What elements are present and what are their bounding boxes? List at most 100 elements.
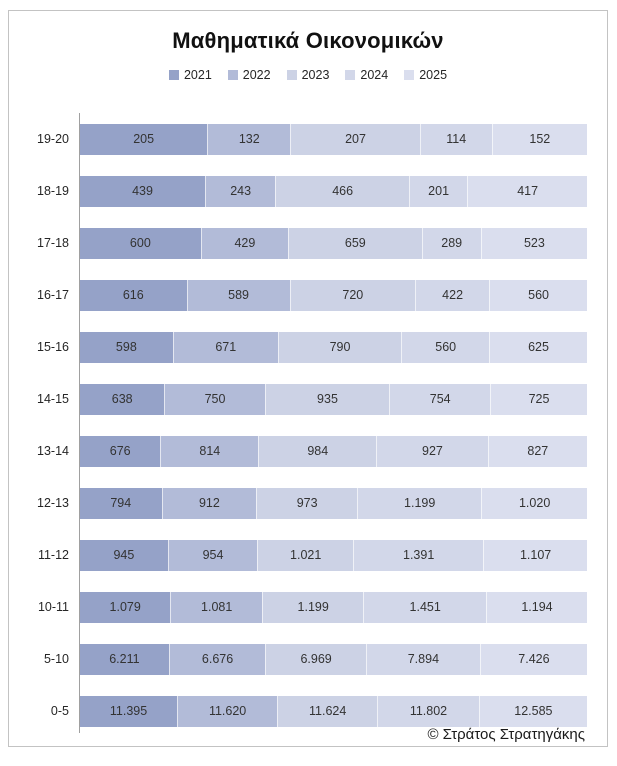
data-label: 671 — [215, 340, 237, 354]
data-label: 12.585 — [514, 704, 553, 718]
data-label: 935 — [317, 392, 338, 406]
data-label: 720 — [342, 288, 364, 302]
legend-label: 2024 — [360, 68, 389, 82]
bar-segment-2022: 429 — [200, 227, 289, 259]
bar-segment-2022: 814 — [160, 435, 259, 467]
bar-segment-2022: 132 — [207, 123, 291, 155]
bar-segment-2021: 600 — [80, 227, 201, 259]
data-label: 11.395 — [109, 704, 148, 718]
legend-item-2023: 2023 — [286, 68, 330, 82]
data-label: 6.211 — [109, 652, 140, 666]
chart-row-11-12: 11-12 945 954 1.021 1.391 1.107 — [9, 529, 587, 581]
bar-segment-2022: 11.620 — [177, 695, 278, 727]
bar-segment-2024: 201 — [408, 175, 468, 207]
data-label: 207 — [345, 132, 366, 146]
data-label: 466 — [332, 184, 354, 198]
data-label: 1.079 — [109, 600, 141, 614]
data-label: 439 — [132, 184, 153, 198]
legend: 2021 2022 2023 2024 2025 — [9, 68, 607, 82]
bar-track: 1.079 1.081 1.199 1.451 1.194 — [80, 591, 587, 623]
data-label: 912 — [198, 496, 220, 510]
bar-segment-2025: 827 — [487, 435, 587, 467]
chart-row-19-20: 19-20 205 132 207 114 152 — [9, 113, 587, 165]
data-label: 1.451 — [409, 600, 441, 614]
legend-label: 2023 — [301, 68, 330, 82]
bar-segment-2025: 1.107 — [483, 539, 587, 571]
bar-segment-2021: 638 — [80, 383, 165, 415]
bar-segment-2023: 790 — [277, 331, 402, 363]
legend-label: 2022 — [242, 68, 271, 82]
bar-segment-2021: 11.395 — [80, 695, 178, 727]
bar-segment-2023: 935 — [264, 383, 390, 415]
bar-segment-2025: 725 — [490, 383, 587, 415]
bar-segment-2021: 945 — [80, 539, 168, 571]
data-label: 794 — [110, 496, 132, 510]
bar-segment-2025: 152 — [491, 123, 587, 155]
chart-row-14-15: 14-15 638 750 935 754 725 — [9, 373, 587, 425]
bar-segment-2021: 616 — [80, 279, 187, 311]
data-label: 1.021 — [290, 548, 322, 562]
bar-segment-2024: 560 — [401, 331, 490, 363]
bar-segment-2023: 720 — [289, 279, 416, 311]
copyright-text: © Στράτος Στρατηγάκης — [427, 726, 585, 743]
chart-row-13-14: 13-14 676 814 984 927 827 — [9, 425, 587, 477]
data-label: 1.199 — [404, 496, 436, 510]
bar-segment-2021: 1.079 — [80, 591, 171, 623]
chart-row-12-13: 12-13 794 912 973 1.199 1.020 — [9, 477, 587, 529]
bar-segment-2023: 973 — [256, 487, 358, 519]
data-label: 7.426 — [518, 652, 550, 666]
bar-track: 439 243 466 201 417 — [80, 175, 587, 207]
data-label: 560 — [528, 288, 549, 302]
legend-swatch-icon — [168, 70, 179, 80]
data-label: 814 — [199, 444, 221, 458]
data-label: 7.894 — [407, 652, 440, 666]
data-label: 750 — [204, 392, 226, 406]
bar-segment-2022: 671 — [172, 331, 278, 363]
plot-area: 19-20 205 132 207 114 152 18-19 439 243 466 201 417… — [9, 113, 588, 737]
bar-segment-2024: 1.199 — [357, 487, 482, 519]
data-label: 973 — [296, 496, 318, 510]
legend-item-2024: 2024 — [345, 68, 388, 82]
bar-segment-2024: 927 — [376, 435, 488, 467]
data-label: 954 — [202, 548, 224, 562]
data-label: 1.107 — [519, 548, 552, 562]
legend-label: 2025 — [419, 68, 448, 82]
bar-segment-2024: 422 — [415, 279, 490, 311]
data-label: 1.391 — [403, 548, 435, 562]
rows-container: 19-20 205 132 207 114 152 18-19 439 243 466 201 417… — [9, 113, 588, 737]
category-axis-line — [79, 113, 80, 733]
data-label: 243 — [230, 184, 252, 198]
bar-segment-2022: 750 — [164, 383, 265, 415]
bar-segment-2023: 1.199 — [261, 591, 364, 623]
category-label: 14-15 — [37, 392, 69, 406]
bar-track: 638 750 935 754 725 — [80, 383, 587, 415]
chart-row-0-5: 0-5 11.395 11.620 11.624 11.802 12.585 — [9, 685, 588, 737]
legend-label: 2021 — [183, 68, 212, 82]
legend-item-2025: 2025 — [404, 68, 447, 82]
data-label: 560 — [435, 340, 457, 354]
category-label: 12-13 — [37, 496, 69, 510]
bar-track: 945 954 1.021 1.391 1.107 — [80, 539, 587, 571]
category-label: 16-17 — [37, 288, 69, 302]
data-label: 984 — [307, 444, 329, 458]
bar-track: 6.211 6.676 6.969 7.894 7.426 — [80, 643, 587, 675]
data-label: 589 — [228, 288, 249, 302]
category-label: 13-14 — [37, 444, 69, 458]
bar-track: 598 671 790 560 625 — [80, 331, 587, 363]
bar-segment-2024: 754 — [389, 383, 491, 415]
data-label: 6.969 — [300, 652, 332, 666]
category-label: 0-5 — [50, 704, 69, 718]
bar-segment-2024: 1.391 — [353, 539, 484, 571]
bar-segment-2023: 984 — [258, 435, 377, 467]
data-label: 6.676 — [201, 652, 234, 666]
bar-track: 676 814 984 927 827 — [80, 435, 587, 467]
chart-title: Μαθηματικά Οικονομικών — [172, 28, 444, 53]
legend-swatch-icon — [286, 70, 297, 80]
bar-segment-2025: 523 — [480, 227, 587, 259]
bar-track: 205 132 207 114 152 — [80, 123, 587, 155]
bar-segment-2024: 114 — [419, 123, 492, 155]
bar-segment-2022: 954 — [167, 539, 258, 571]
bar-segment-2023: 1.021 — [257, 539, 354, 571]
data-label: 676 — [109, 444, 131, 458]
data-label: 11.624 — [309, 704, 347, 718]
